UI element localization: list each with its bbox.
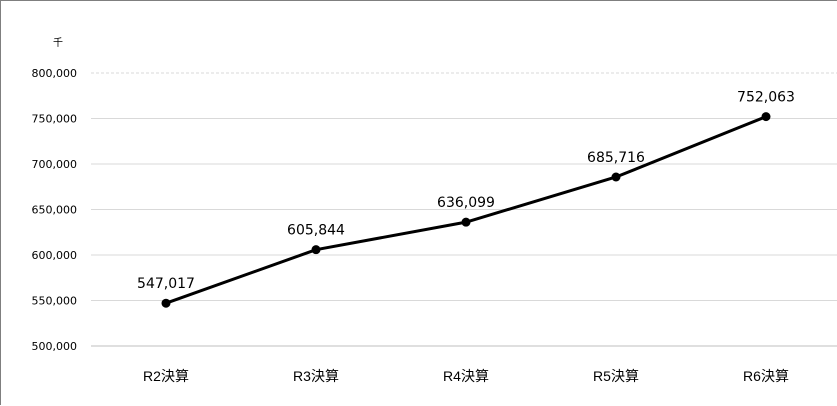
x-axis-ticks: R2決算 R3決算 R4決算 R5決算 R6決算 <box>143 368 789 384</box>
y-tick-label: 800,000 <box>32 67 78 80</box>
gridlines <box>91 72 837 301</box>
y-axis-ticks: 500,000 550,000 600,000 650,000 700,000 750,0… <box>32 67 78 353</box>
series <box>161 112 771 308</box>
data-point <box>611 172 621 182</box>
data-label: 547,017 <box>137 276 195 292</box>
data-label: 685,716 <box>587 150 645 166</box>
y-tick-label: 500,000 <box>32 340 78 353</box>
data-label: 752,063 <box>737 90 795 106</box>
y-tick-label: 700,000 <box>32 158 78 171</box>
x-tick-label: R4決算 <box>443 368 489 384</box>
unit-label: 千 <box>53 37 63 49</box>
data-point <box>761 112 771 122</box>
x-tick-label: R2決算 <box>143 368 189 384</box>
data-label: 636,099 <box>437 195 495 211</box>
data-point <box>311 245 321 255</box>
y-tick-label: 650,000 <box>32 204 78 217</box>
data-point <box>461 217 471 227</box>
data-labels: 547,017 605,844 636,099 685,716 752,063 <box>137 90 795 293</box>
y-tick-label: 750,000 <box>32 113 78 126</box>
data-label: 605,844 <box>287 223 345 239</box>
data-point <box>161 298 171 308</box>
y-tick-label: 550,000 <box>32 295 78 308</box>
x-tick-label: R3決算 <box>293 368 339 384</box>
x-tick-label: R5決算 <box>593 368 639 384</box>
y-tick-label: 600,000 <box>32 249 78 262</box>
x-tick-label: R6決算 <box>743 368 789 384</box>
